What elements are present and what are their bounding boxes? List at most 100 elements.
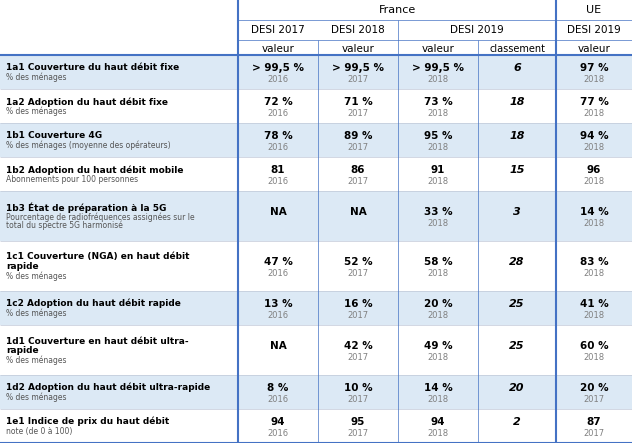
Text: 81: 81 — [270, 165, 285, 175]
Text: rapide: rapide — [6, 262, 39, 271]
Text: 52 %: 52 % — [344, 257, 372, 267]
Text: 72 %: 72 % — [264, 97, 293, 107]
Text: DESI 2017: DESI 2017 — [251, 25, 305, 35]
Text: 2016: 2016 — [267, 428, 289, 438]
Text: valeur: valeur — [578, 44, 611, 54]
Text: 2018: 2018 — [583, 353, 605, 361]
Text: 42 %: 42 % — [344, 341, 372, 351]
Text: 94: 94 — [270, 417, 285, 427]
Text: rapide: rapide — [6, 346, 39, 355]
Text: 2018: 2018 — [427, 395, 449, 404]
Text: 2018: 2018 — [583, 176, 605, 186]
Text: 2017: 2017 — [583, 395, 605, 404]
Bar — [0, 325, 632, 375]
Text: 2018: 2018 — [583, 109, 605, 117]
Text: classement: classement — [489, 44, 545, 54]
Text: 2016: 2016 — [267, 143, 289, 152]
Text: > 99,5 %: > 99,5 % — [332, 63, 384, 73]
Text: 1a1 Couverture du haut débit fixe: 1a1 Couverture du haut débit fixe — [6, 63, 179, 72]
Text: 2018: 2018 — [427, 268, 449, 277]
Text: 16 %: 16 % — [344, 299, 372, 309]
Text: 2018: 2018 — [583, 268, 605, 277]
Text: 2018: 2018 — [427, 353, 449, 361]
Text: DESI 2019: DESI 2019 — [567, 25, 621, 35]
Bar — [0, 409, 632, 443]
Text: 20 %: 20 % — [580, 383, 609, 393]
Text: 60 %: 60 % — [580, 341, 609, 351]
Text: % des ménages (moyenne des opérateurs): % des ménages (moyenne des opérateurs) — [6, 140, 171, 150]
Text: valeur: valeur — [262, 44, 295, 54]
Text: 14 %: 14 % — [423, 383, 453, 393]
Text: 28: 28 — [509, 257, 525, 267]
Text: % des ménages: % des ménages — [6, 271, 66, 281]
Text: 2016: 2016 — [267, 109, 289, 117]
Text: 86: 86 — [351, 165, 365, 175]
Text: 2018: 2018 — [427, 218, 449, 228]
Text: 2018: 2018 — [427, 176, 449, 186]
Text: 2017: 2017 — [348, 74, 368, 83]
Text: 2018: 2018 — [427, 311, 449, 319]
Text: % des ménages: % des ménages — [6, 392, 66, 402]
Text: 2016: 2016 — [267, 268, 289, 277]
Text: 20 %: 20 % — [423, 299, 453, 309]
Text: 2016: 2016 — [267, 74, 289, 83]
Text: 3: 3 — [513, 207, 521, 217]
Text: 2018: 2018 — [427, 428, 449, 438]
Text: 2016: 2016 — [267, 395, 289, 404]
Text: 2017: 2017 — [348, 176, 368, 186]
Text: 78 %: 78 % — [264, 131, 293, 141]
Text: 2018: 2018 — [427, 143, 449, 152]
Text: 1b3 État de préparation à la 5G: 1b3 État de préparation à la 5G — [6, 202, 166, 213]
Text: 2018: 2018 — [427, 74, 449, 83]
Text: 2016: 2016 — [267, 176, 289, 186]
Bar — [0, 55, 632, 89]
Bar — [0, 123, 632, 157]
Text: 2: 2 — [513, 417, 521, 427]
Text: 87: 87 — [586, 417, 601, 427]
Text: total du spectre 5G harmonisé: total du spectre 5G harmonisé — [6, 221, 123, 230]
Text: 41 %: 41 % — [580, 299, 609, 309]
Text: 49 %: 49 % — [423, 341, 453, 351]
Text: DESI 2018: DESI 2018 — [331, 25, 385, 35]
Text: 2017: 2017 — [348, 109, 368, 117]
Text: Pourcentage de radiofréquences assignées sur le: Pourcentage de radiofréquences assignées… — [6, 212, 195, 222]
Text: % des ménages: % des ménages — [6, 308, 66, 318]
Text: 1c2 Adoption du haut débit rapide: 1c2 Adoption du haut débit rapide — [6, 299, 181, 308]
Text: 13 %: 13 % — [264, 299, 293, 309]
Text: 25: 25 — [509, 341, 525, 351]
Text: 15: 15 — [509, 165, 525, 175]
Text: France: France — [379, 5, 416, 15]
Text: % des ménages: % des ménages — [6, 73, 66, 82]
Bar — [0, 241, 632, 291]
Text: UE: UE — [586, 5, 602, 15]
Text: NA: NA — [349, 207, 367, 217]
Text: 1d1 Couverture en haut débit ultra-: 1d1 Couverture en haut débit ultra- — [6, 337, 188, 346]
Text: 18: 18 — [509, 97, 525, 107]
Text: 8 %: 8 % — [267, 383, 289, 393]
Text: 2018: 2018 — [583, 74, 605, 83]
Text: 1d2 Adoption du haut débit ultra-rapide: 1d2 Adoption du haut débit ultra-rapide — [6, 383, 210, 392]
Text: 14 %: 14 % — [580, 207, 609, 217]
Text: 6: 6 — [513, 63, 521, 73]
Text: 58 %: 58 % — [423, 257, 453, 267]
Text: DESI 2019: DESI 2019 — [450, 25, 504, 35]
Text: 95 %: 95 % — [423, 131, 453, 141]
Bar — [0, 157, 632, 191]
Text: 96: 96 — [587, 165, 601, 175]
Text: 33 %: 33 % — [423, 207, 453, 217]
Text: valeur: valeur — [422, 44, 454, 54]
Text: valeur: valeur — [341, 44, 374, 54]
Text: 1a2 Adoption du haut débit fixe: 1a2 Adoption du haut débit fixe — [6, 97, 168, 106]
Text: 1e1 Indice de prix du haut débit: 1e1 Indice de prix du haut débit — [6, 417, 169, 427]
Text: 83 %: 83 % — [580, 257, 609, 267]
Text: % des ménages: % des ménages — [6, 355, 66, 365]
Text: 2017: 2017 — [348, 143, 368, 152]
Text: 73 %: 73 % — [423, 97, 453, 107]
Text: 20: 20 — [509, 383, 525, 393]
Text: 89 %: 89 % — [344, 131, 372, 141]
Text: 1c1 Couverture (NGA) en haut débit: 1c1 Couverture (NGA) en haut débit — [6, 253, 190, 261]
Text: NA: NA — [270, 341, 286, 351]
Text: 1b1 Couverture 4G: 1b1 Couverture 4G — [6, 131, 102, 140]
Text: > 99,5 %: > 99,5 % — [252, 63, 304, 73]
Text: 2017: 2017 — [348, 311, 368, 319]
